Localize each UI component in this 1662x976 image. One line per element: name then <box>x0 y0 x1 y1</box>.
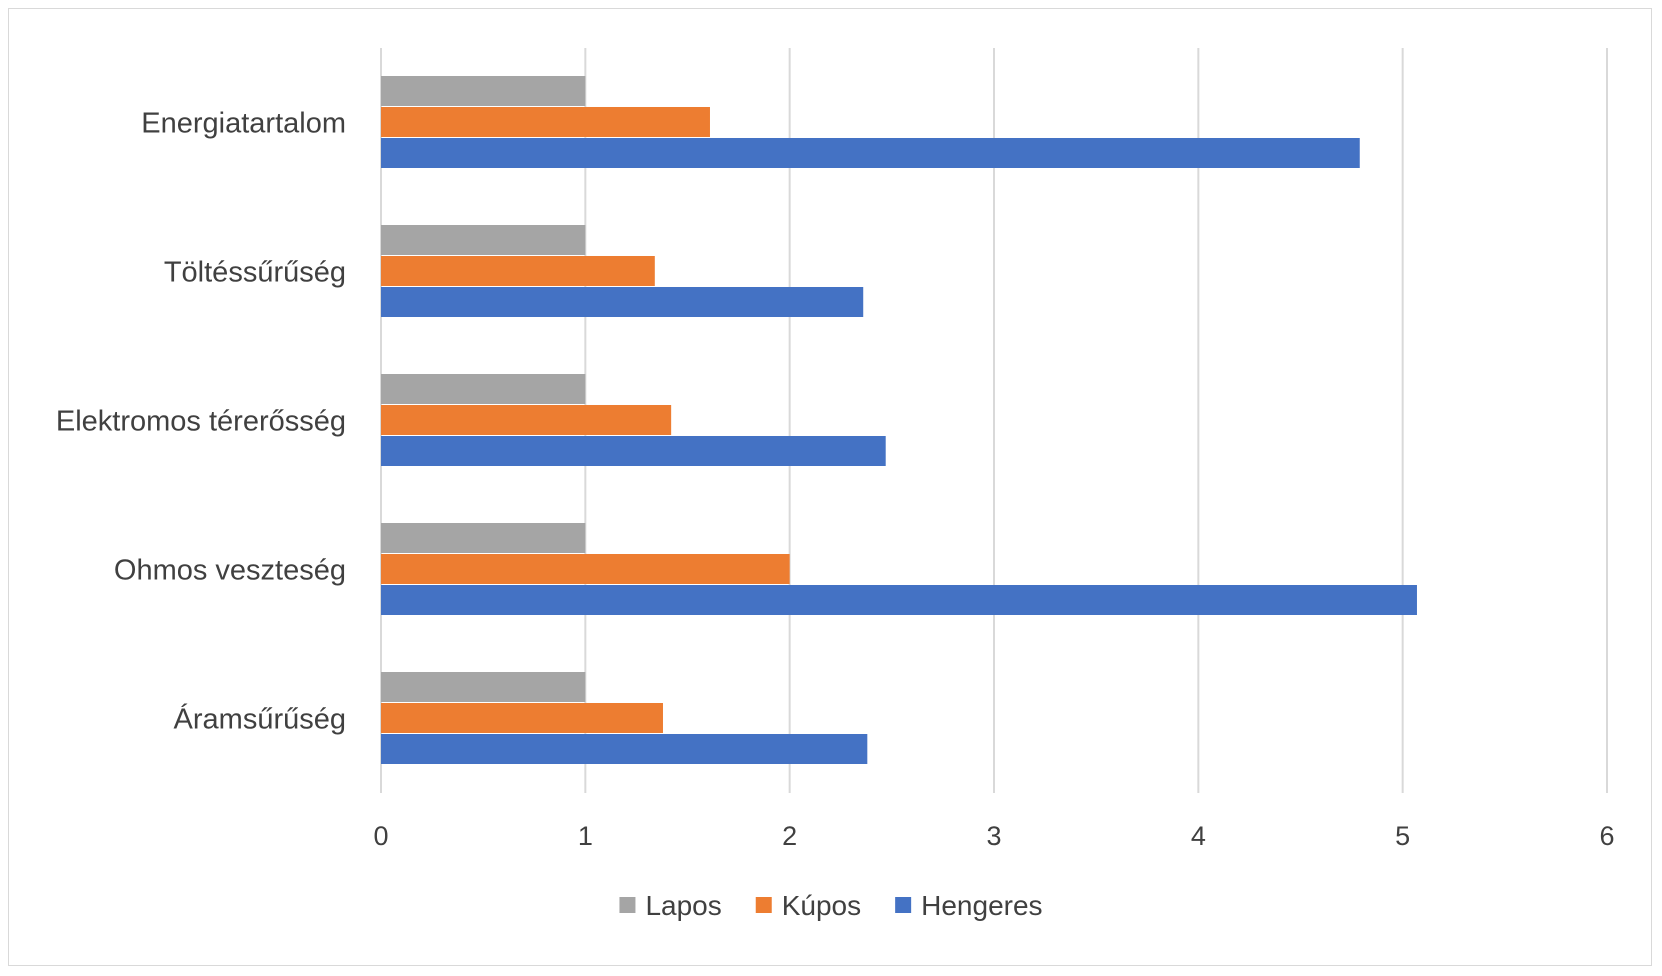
category-label-elektromos-tererosseg: Elektromos térerősség <box>56 406 346 438</box>
category-label-toltessuruseg: Töltéssűrűség <box>164 257 346 289</box>
x-tick-label-3: 3 <box>986 821 1001 851</box>
legend-item-hengeres: Hengeres <box>895 890 1043 921</box>
x-tick-label-5: 5 <box>1395 821 1410 851</box>
category-label-aramsuruseg: Áramsűrűség <box>174 703 346 736</box>
legend: Lapos Kúpos Hengeres <box>619 890 1043 921</box>
bar-hengeres-aramsuruseg <box>381 734 868 764</box>
bar-hengeres-elektromos-tererosseg <box>381 436 886 466</box>
legend-item-lapos: Lapos <box>619 890 722 921</box>
bar-lapos-toltessuruseg <box>381 225 586 255</box>
bar-hengeres-toltessuruseg <box>381 287 864 317</box>
legend-swatch-kupos <box>755 897 772 913</box>
category-label-energiatartalom: Energiatartalom <box>141 108 346 140</box>
bars <box>381 76 1417 764</box>
bar-lapos-energiatartalom <box>381 76 586 106</box>
bar-hengeres-energiatartalom <box>381 138 1360 168</box>
category-label-ohmos-veszteseg: Ohmos veszteség <box>114 555 346 587</box>
x-tick-label-0: 0 <box>373 821 388 851</box>
bar-kupos-toltessuruseg <box>381 256 655 286</box>
bar-hengeres-ohmos-veszteseg <box>381 585 1417 615</box>
bar-kupos-elektromos-tererosseg <box>381 405 672 435</box>
legend-label-kupos: Kúpos <box>782 890 861 921</box>
bar-kupos-aramsuruseg <box>381 703 663 733</box>
category-labels: Energiatartalom Töltéssűrűség Elektromos t… <box>56 108 346 736</box>
bar-kupos-energiatartalom <box>381 107 710 137</box>
legend-label-hengeres: Hengeres <box>921 890 1042 921</box>
bar-kupos-ohmos-veszteseg <box>381 554 790 584</box>
legend-swatch-hengeres <box>895 897 912 913</box>
legend-swatch-lapos <box>619 897 636 913</box>
legend-item-kupos: Kúpos <box>755 890 861 921</box>
x-tick-label-4: 4 <box>1191 821 1206 851</box>
bar-lapos-aramsuruseg <box>381 672 586 702</box>
x-tick-labels: 0 1 2 3 4 5 6 <box>373 821 1614 851</box>
legend-label-lapos: Lapos <box>645 890 721 921</box>
bar-lapos-ohmos-veszteseg <box>381 523 586 553</box>
x-tick-label-2: 2 <box>782 821 797 851</box>
x-tick-label-1: 1 <box>578 821 593 851</box>
x-tick-label-6: 6 <box>1599 821 1614 851</box>
bar-lapos-elektromos-tererosseg <box>381 374 586 404</box>
gridlines <box>380 48 1608 793</box>
